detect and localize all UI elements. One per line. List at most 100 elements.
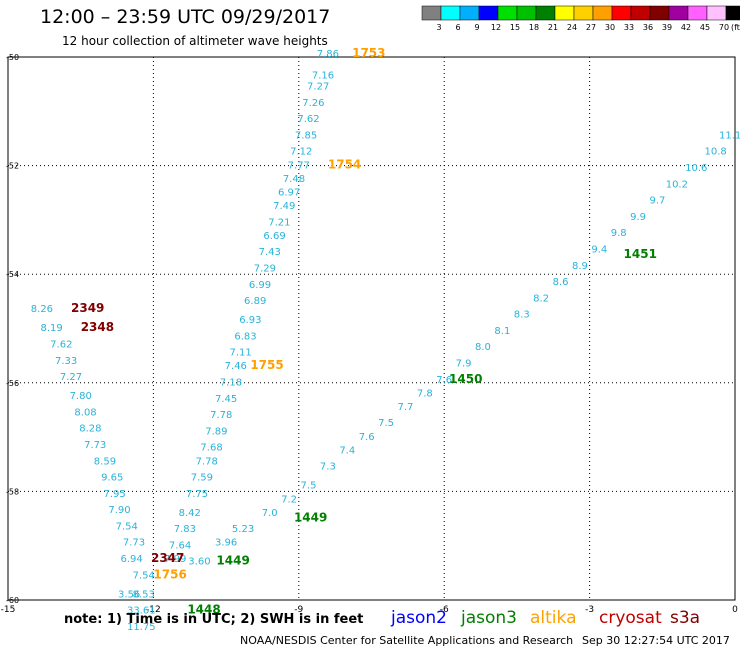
color-scale-swatch [535,5,556,21]
y-tick-label: -50 [6,53,19,62]
data-point-jason2: 7.9 [456,359,472,370]
color-scale-swatch [725,5,740,21]
data-point-altika: 6.69 [263,231,285,242]
data-point-altika: 7.46 [225,361,247,372]
color-scale-label: 24 [567,23,577,32]
x-tick-label: -9 [294,605,303,615]
color-scale-label: 36 [643,23,653,32]
chart-grid [8,57,735,600]
page-subtitle: 12 hour collection of altimeter wave hei… [62,34,328,48]
data-point-jason3: 6.94 [120,554,142,565]
y-tick-label: -60 [6,596,19,605]
data-point-altika: 6.83 [234,331,256,342]
data-point-jason2: 8.1 [494,326,510,337]
data-point-altika: 6.97 [278,187,300,198]
data-point-altika: 7.68 [200,443,222,454]
data-point-jason3: 7.73 [84,440,106,451]
color-scale-swatch [459,5,480,21]
data-point-altika: 7.16 [312,71,334,82]
color-scale-swatch [687,5,708,21]
color-scale-label: 70 [719,23,729,32]
data-point-jason3: 7.62 [50,340,72,351]
data-point-jason2: 10.2 [666,179,688,190]
data-point-jason2: 5.23 [232,524,254,535]
color-scale-swatch [706,5,727,21]
data-point-jason2: 7.3 [320,462,336,473]
legend-jason2: jason2 [391,608,447,628]
data-point-altika: 6.89 [244,296,266,307]
data-point-jason2: 10.8 [704,147,726,158]
time-annotation: 2348 [81,320,114,334]
color-scale-label: 6 [455,23,460,32]
data-point-jason3: 8.28 [79,424,101,435]
time-annotation: 1754 [328,157,361,171]
data-point-jason3: 7.54 [133,570,155,581]
color-scale-label: (ft) [731,23,740,32]
time-annotation: 2349 [71,301,104,315]
data-point-jason2: 8.2 [533,293,549,304]
data-point-altika: 7.62 [297,114,319,125]
data-point-jason2: 9.4 [591,244,607,255]
x-tick-label: -12 [146,605,161,615]
data-point-jason2: 10.6 [685,163,707,174]
data-point-altika: 7.83 [174,524,196,535]
data-point-jason2: 3.60 [188,557,210,568]
data-point-jason2: 7.5 [378,418,394,429]
data-point-altika: 7.49 [273,201,295,212]
data-point-altika: 7.18 [220,378,242,389]
x-tick-label: -15 [1,605,16,615]
color-scale-swatch [497,5,518,21]
data-point-jason2: 7.8 [417,388,433,399]
data-point-altika: 8.42 [179,508,201,519]
data-point-jason3: 7.73 [123,538,145,549]
color-scale-swatch [611,5,632,21]
data-point-altika: 6.99 [249,280,271,291]
data-point-altika: 7.64 [169,540,191,551]
data-point-jason2: 3.96 [215,538,237,549]
data-point-jason2: 8.3 [514,310,530,321]
data-point-altika: 7.77 [288,160,310,171]
time-annotation: 1449 [294,510,327,524]
data-point-altika: 7.11 [230,348,252,359]
data-point-altika: 7.43 [259,247,281,258]
data-point-altika: 7.48 [283,174,305,185]
data-point-altika: 7.78 [210,410,232,421]
data-point-jason3: 8.59 [94,456,116,467]
data-point-jason3: 7.27 [60,372,82,383]
data-point-jason2: 8.9 [572,261,588,272]
legend-cryosat: cryosat [599,608,662,628]
time-annotation: 1449 [216,554,249,568]
y-tick-label: -54 [6,270,19,279]
color-scale-label: 33 [624,23,634,32]
page-title: 12:00 – 23:59 UTC 09/29/2017 [40,6,331,28]
color-scale-swatch [668,5,689,21]
footer-timestamp: Sep 30 12:27:54 UTC 2017 [582,634,730,647]
data-point-altika: 7.45 [215,394,237,405]
color-scale-label: 39 [662,23,672,32]
color-scale-swatch [554,5,575,21]
data-point-jason3: 8.08 [74,407,96,418]
data-point-altika: 7.78 [196,456,218,467]
color-scale-label: 3 [436,23,441,32]
color-scale-swatch [592,5,613,21]
data-point-jason2: 9.9 [630,212,646,223]
data-point-jason3: 8.19 [40,323,62,334]
time-annotation: 1451 [624,247,657,261]
data-point-jason3: 8.53 [133,589,155,600]
data-point-altika: 7.59 [191,473,213,484]
x-tick-label: -6 [440,605,449,615]
y-tick-label: -52 [6,162,19,171]
data-point-jason2: 7.6 [436,375,452,386]
data-point-jason2: 7.7 [397,402,413,413]
data-point-altika: 7.26 [302,98,324,109]
data-point-jason2: 7.5 [301,481,317,492]
data-point-jason2: 8.6 [553,277,569,288]
color-scale-swatch [649,5,670,21]
data-point-jason2: 7.6 [359,432,375,443]
color-scale-label: 21 [548,23,558,32]
color-scale-swatch [573,5,594,21]
data-point-altika: 7.86 [317,49,339,60]
data-point-jason3: 3.56 [118,589,140,600]
color-scale-label: 27 [586,23,596,32]
